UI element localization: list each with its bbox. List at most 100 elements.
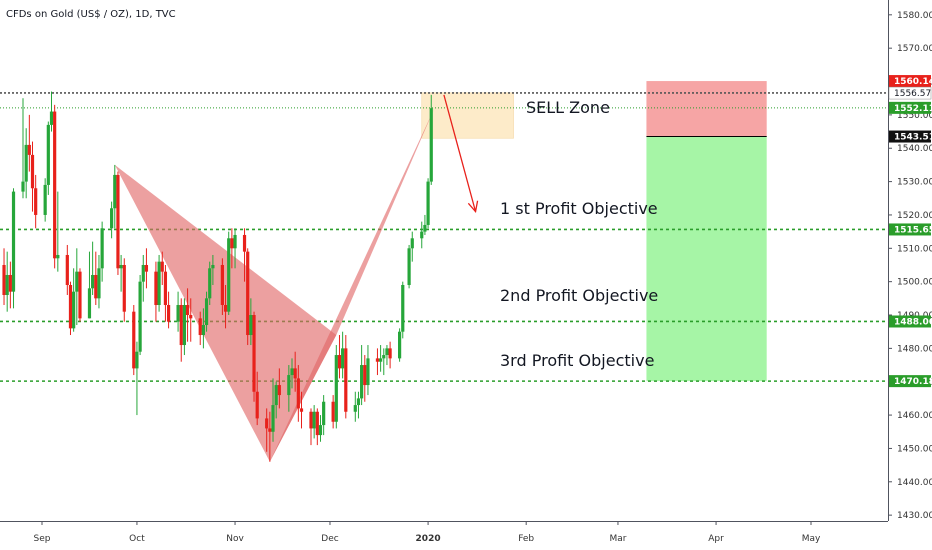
candle-down bbox=[122, 264, 126, 312]
candle-up bbox=[43, 184, 47, 215]
price-badge-label: 1515.65 bbox=[894, 225, 932, 235]
price-badge bbox=[889, 75, 931, 88]
y-tick-label: 1460.00 bbox=[897, 411, 932, 421]
candle-down bbox=[293, 368, 297, 379]
candle-up bbox=[91, 274, 95, 289]
candle-up bbox=[233, 234, 237, 249]
candle-down bbox=[34, 188, 38, 215]
candle-down bbox=[277, 385, 281, 396]
candle-down bbox=[223, 305, 228, 312]
candle-up bbox=[49, 111, 54, 125]
profit-objective-3-label: 3rd Profit Objective bbox=[500, 351, 654, 370]
candle-down bbox=[246, 251, 250, 336]
candle-up bbox=[21, 181, 25, 192]
candle-down bbox=[299, 408, 304, 412]
x-tick-label: Oct bbox=[129, 534, 145, 544]
candle-up bbox=[366, 358, 370, 386]
candle-up bbox=[423, 224, 427, 232]
candle-down bbox=[337, 355, 342, 369]
candle-up bbox=[356, 398, 361, 406]
y-tick-label: 1500.00 bbox=[897, 278, 932, 288]
candle-up bbox=[138, 281, 142, 352]
candle-up bbox=[100, 228, 104, 269]
profit-target-zone bbox=[646, 136, 767, 382]
candle-up bbox=[110, 208, 114, 229]
candle-up bbox=[385, 348, 389, 356]
price-badge-label: 1552.11 bbox=[894, 104, 932, 114]
candle-down bbox=[65, 254, 69, 285]
candle-down bbox=[331, 401, 335, 422]
chart-title: CFDs on Gold (US$ / OZ), 1D, TVC bbox=[6, 9, 176, 20]
y-tick-label: 1530.00 bbox=[897, 178, 932, 188]
candle-up bbox=[208, 268, 212, 299]
candle-down bbox=[94, 274, 98, 299]
candle-up bbox=[426, 181, 430, 225]
candle-up bbox=[119, 264, 123, 269]
candle-down bbox=[160, 261, 164, 272]
candle-down bbox=[185, 305, 190, 316]
candle-down bbox=[163, 271, 168, 306]
candle-up bbox=[318, 425, 323, 436]
candle-up bbox=[135, 351, 139, 369]
y-tick-label: 1480.00 bbox=[897, 344, 932, 354]
candle-up bbox=[429, 108, 433, 182]
candle-down bbox=[344, 348, 348, 412]
candle-down bbox=[116, 174, 120, 269]
candle-up bbox=[287, 375, 291, 396]
candle-up bbox=[341, 348, 345, 369]
candle-up bbox=[24, 144, 28, 182]
candles-layer bbox=[2, 91, 433, 462]
candle-up bbox=[334, 355, 338, 422]
candle-down bbox=[30, 154, 35, 189]
candle-down bbox=[166, 305, 171, 322]
candle-down bbox=[8, 274, 12, 292]
candle-up bbox=[46, 124, 50, 185]
price-badge bbox=[888, 86, 932, 100]
x-tick-label: Sep bbox=[34, 534, 51, 544]
candle-up bbox=[249, 315, 253, 336]
candle-down bbox=[189, 315, 193, 319]
y-tick-label: 1550.00 bbox=[897, 111, 932, 121]
pattern-triangle-bcd bbox=[269, 108, 435, 462]
pattern-layer bbox=[114, 94, 479, 462]
price-badge-label: 1470.18 bbox=[894, 377, 932, 387]
candle-up bbox=[201, 325, 205, 336]
candle-down bbox=[230, 238, 234, 249]
sell-zone-label: SELL Zone bbox=[526, 98, 610, 117]
candle-down bbox=[296, 378, 300, 409]
labels-layer: SELL Zone 1 st Profit Objective 2nd Prof… bbox=[500, 98, 658, 370]
candle-down bbox=[68, 284, 73, 329]
candle-down bbox=[363, 365, 367, 386]
candle-up bbox=[176, 305, 180, 322]
candle-up bbox=[420, 231, 424, 239]
candle-down bbox=[198, 318, 202, 336]
candle-up bbox=[87, 288, 92, 319]
candle-down bbox=[388, 348, 392, 359]
candle-up bbox=[204, 298, 209, 326]
price-badge bbox=[889, 223, 931, 236]
candle-up bbox=[5, 274, 9, 296]
candle-up bbox=[322, 401, 326, 426]
candle-down bbox=[252, 315, 256, 392]
price-badge bbox=[889, 375, 931, 388]
candle-down bbox=[220, 264, 224, 306]
price-badge bbox=[889, 315, 931, 328]
candle-down bbox=[375, 358, 380, 362]
price-badge-label: 1543.51 bbox=[894, 133, 932, 143]
candle-down bbox=[2, 264, 6, 296]
candle-up bbox=[11, 191, 16, 292]
x-tick-label: Apr bbox=[708, 534, 724, 544]
candle-down bbox=[154, 271, 158, 306]
price-badge bbox=[889, 130, 931, 143]
candle-up bbox=[72, 291, 76, 329]
levels-layer bbox=[0, 92, 888, 382]
candle-down bbox=[179, 305, 183, 346]
x-tick-label: May bbox=[802, 534, 821, 544]
candle-down bbox=[315, 411, 319, 436]
candle-down bbox=[265, 418, 269, 429]
price-badge-label: 1488.06 bbox=[894, 317, 932, 327]
candle-up bbox=[75, 271, 79, 292]
y-tick-label: 1580.00 bbox=[897, 11, 932, 21]
